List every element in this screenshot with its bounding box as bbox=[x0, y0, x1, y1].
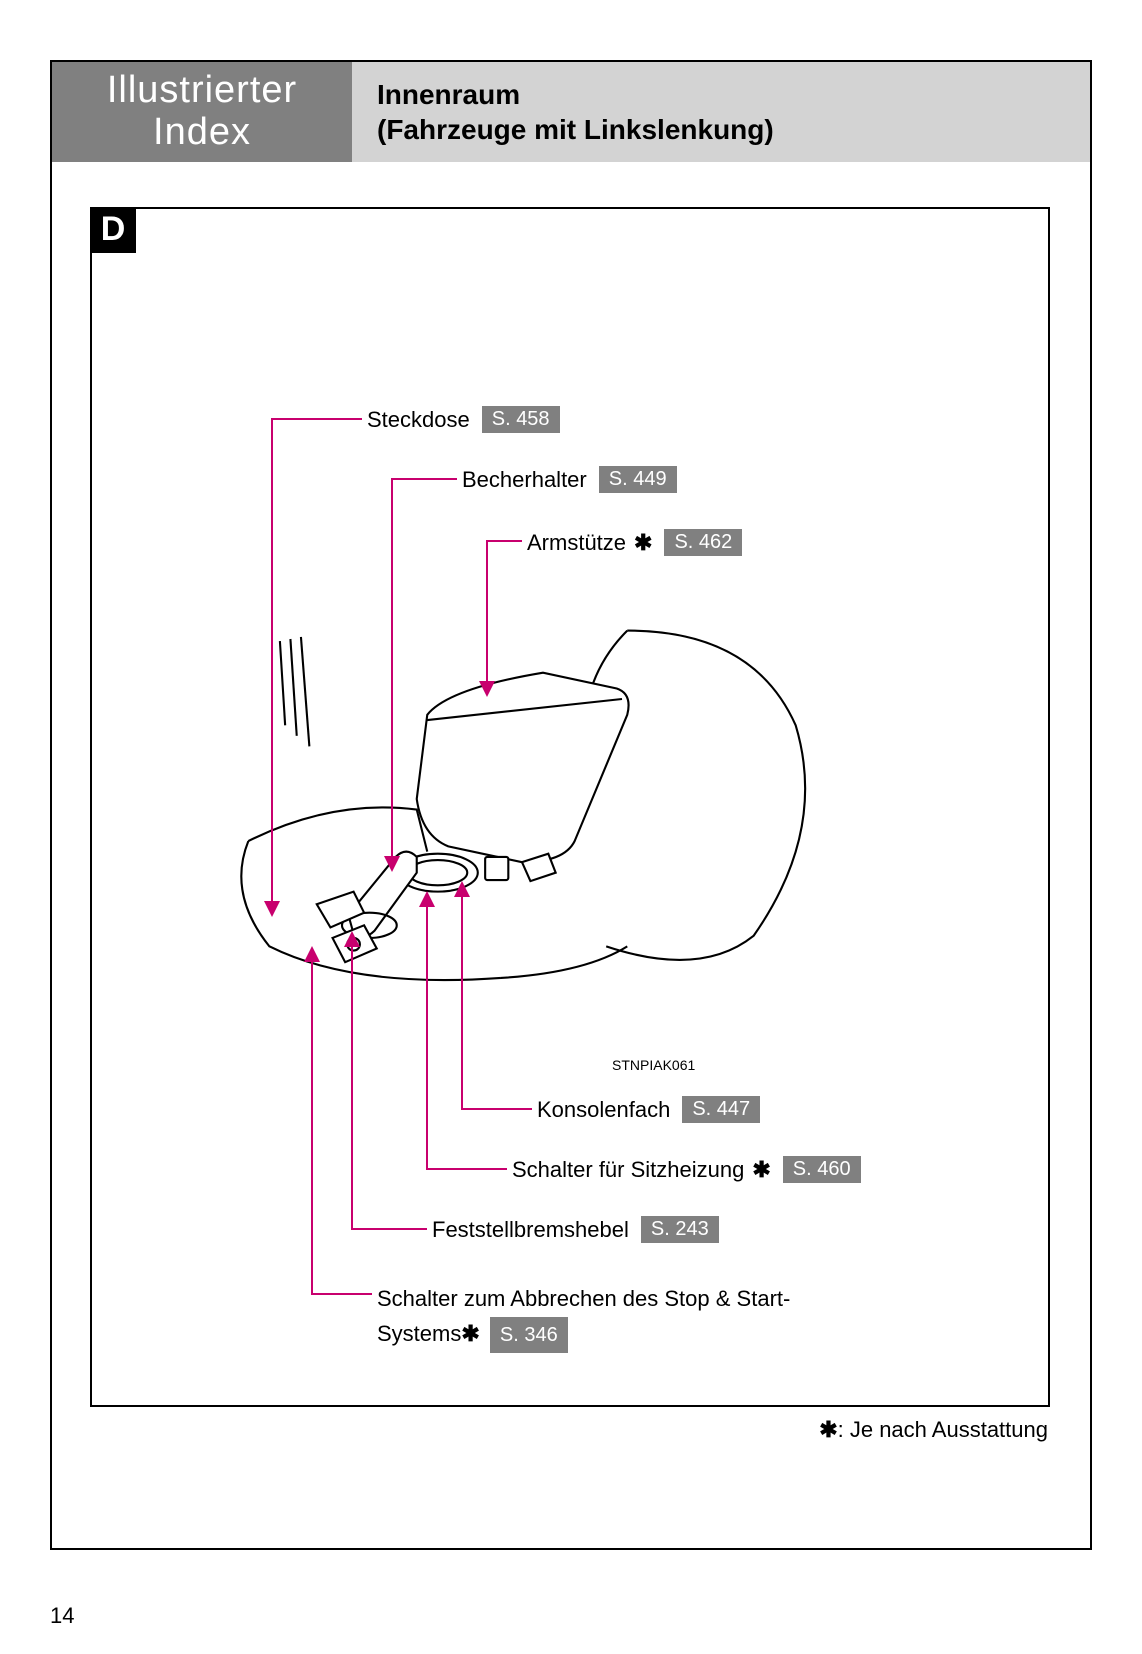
footnote: ✱: Je nach Ausstattung bbox=[819, 1417, 1048, 1443]
label-stopstart-l1: Schalter zum Abbrechen des Stop & Start- bbox=[377, 1286, 790, 1311]
header-right-line1: Innenraum bbox=[377, 77, 1090, 112]
content-area: D bbox=[52, 162, 1090, 1548]
label-becherhalter: Becherhalter bbox=[462, 467, 587, 493]
page-number: 14 bbox=[50, 1603, 74, 1629]
callout-steckdose: Steckdose S. 458 bbox=[367, 406, 560, 433]
label-armstuetze: Armstütze bbox=[527, 530, 626, 556]
asterisk-icon: ✱ bbox=[634, 530, 652, 556]
page-stopstart[interactable]: S. 346 bbox=[490, 1317, 568, 1353]
asterisk-icon: ✱ bbox=[819, 1417, 837, 1442]
callout-feststellbremse: Feststellbremshebel S. 243 bbox=[432, 1216, 719, 1243]
page-feststellbremse[interactable]: S. 243 bbox=[641, 1216, 719, 1243]
label-konsolenfach: Konsolenfach bbox=[537, 1097, 670, 1123]
image-code: STNPIAK061 bbox=[612, 1057, 695, 1073]
footnote-text: : Je nach Ausstattung bbox=[838, 1417, 1048, 1442]
header-left-line1: Illustrierter bbox=[107, 70, 297, 112]
page-konsolenfach[interactable]: S. 447 bbox=[682, 1096, 760, 1123]
label-steckdose: Steckdose bbox=[367, 407, 470, 433]
section-letter: D bbox=[90, 207, 136, 253]
page-frame: Illustrierter Index Innenraum (Fahrzeuge… bbox=[50, 60, 1092, 1550]
callout-konsolenfach: Konsolenfach S. 447 bbox=[537, 1096, 760, 1123]
page-becherhalter[interactable]: S. 449 bbox=[599, 466, 677, 493]
header-left-line2: Index bbox=[153, 112, 251, 154]
label-sitzheizung: Schalter für Sitzheizung bbox=[512, 1157, 744, 1183]
callout-sitzheizung: Schalter für Sitzheizung ✱ S. 460 bbox=[512, 1156, 861, 1183]
header-right-line2: (Fahrzeuge mit Linkslenkung) bbox=[377, 112, 1090, 147]
callout-armstuetze: Armstütze ✱ S. 462 bbox=[527, 529, 742, 556]
label-stopstart-l2: Systems bbox=[377, 1321, 461, 1346]
diagram-box: D bbox=[90, 207, 1050, 1407]
label-feststellbremse: Feststellbremshebel bbox=[432, 1217, 629, 1243]
header-left: Illustrierter Index bbox=[52, 62, 352, 162]
console-drawing bbox=[202, 599, 842, 999]
header-right: Innenraum (Fahrzeuge mit Linkslenkung) bbox=[352, 62, 1090, 162]
callout-becherhalter: Becherhalter S. 449 bbox=[462, 466, 677, 493]
callout-stopstart: Schalter zum Abbrechen des Stop & Start-… bbox=[377, 1281, 897, 1353]
header-row: Illustrierter Index Innenraum (Fahrzeuge… bbox=[52, 62, 1090, 162]
asterisk-icon: ✱ bbox=[461, 1321, 479, 1346]
page-sitzheizung[interactable]: S. 460 bbox=[783, 1156, 861, 1183]
page-armstuetze[interactable]: S. 462 bbox=[664, 529, 742, 556]
asterisk-icon: ✱ bbox=[752, 1157, 770, 1183]
page-steckdose[interactable]: S. 458 bbox=[482, 406, 560, 433]
